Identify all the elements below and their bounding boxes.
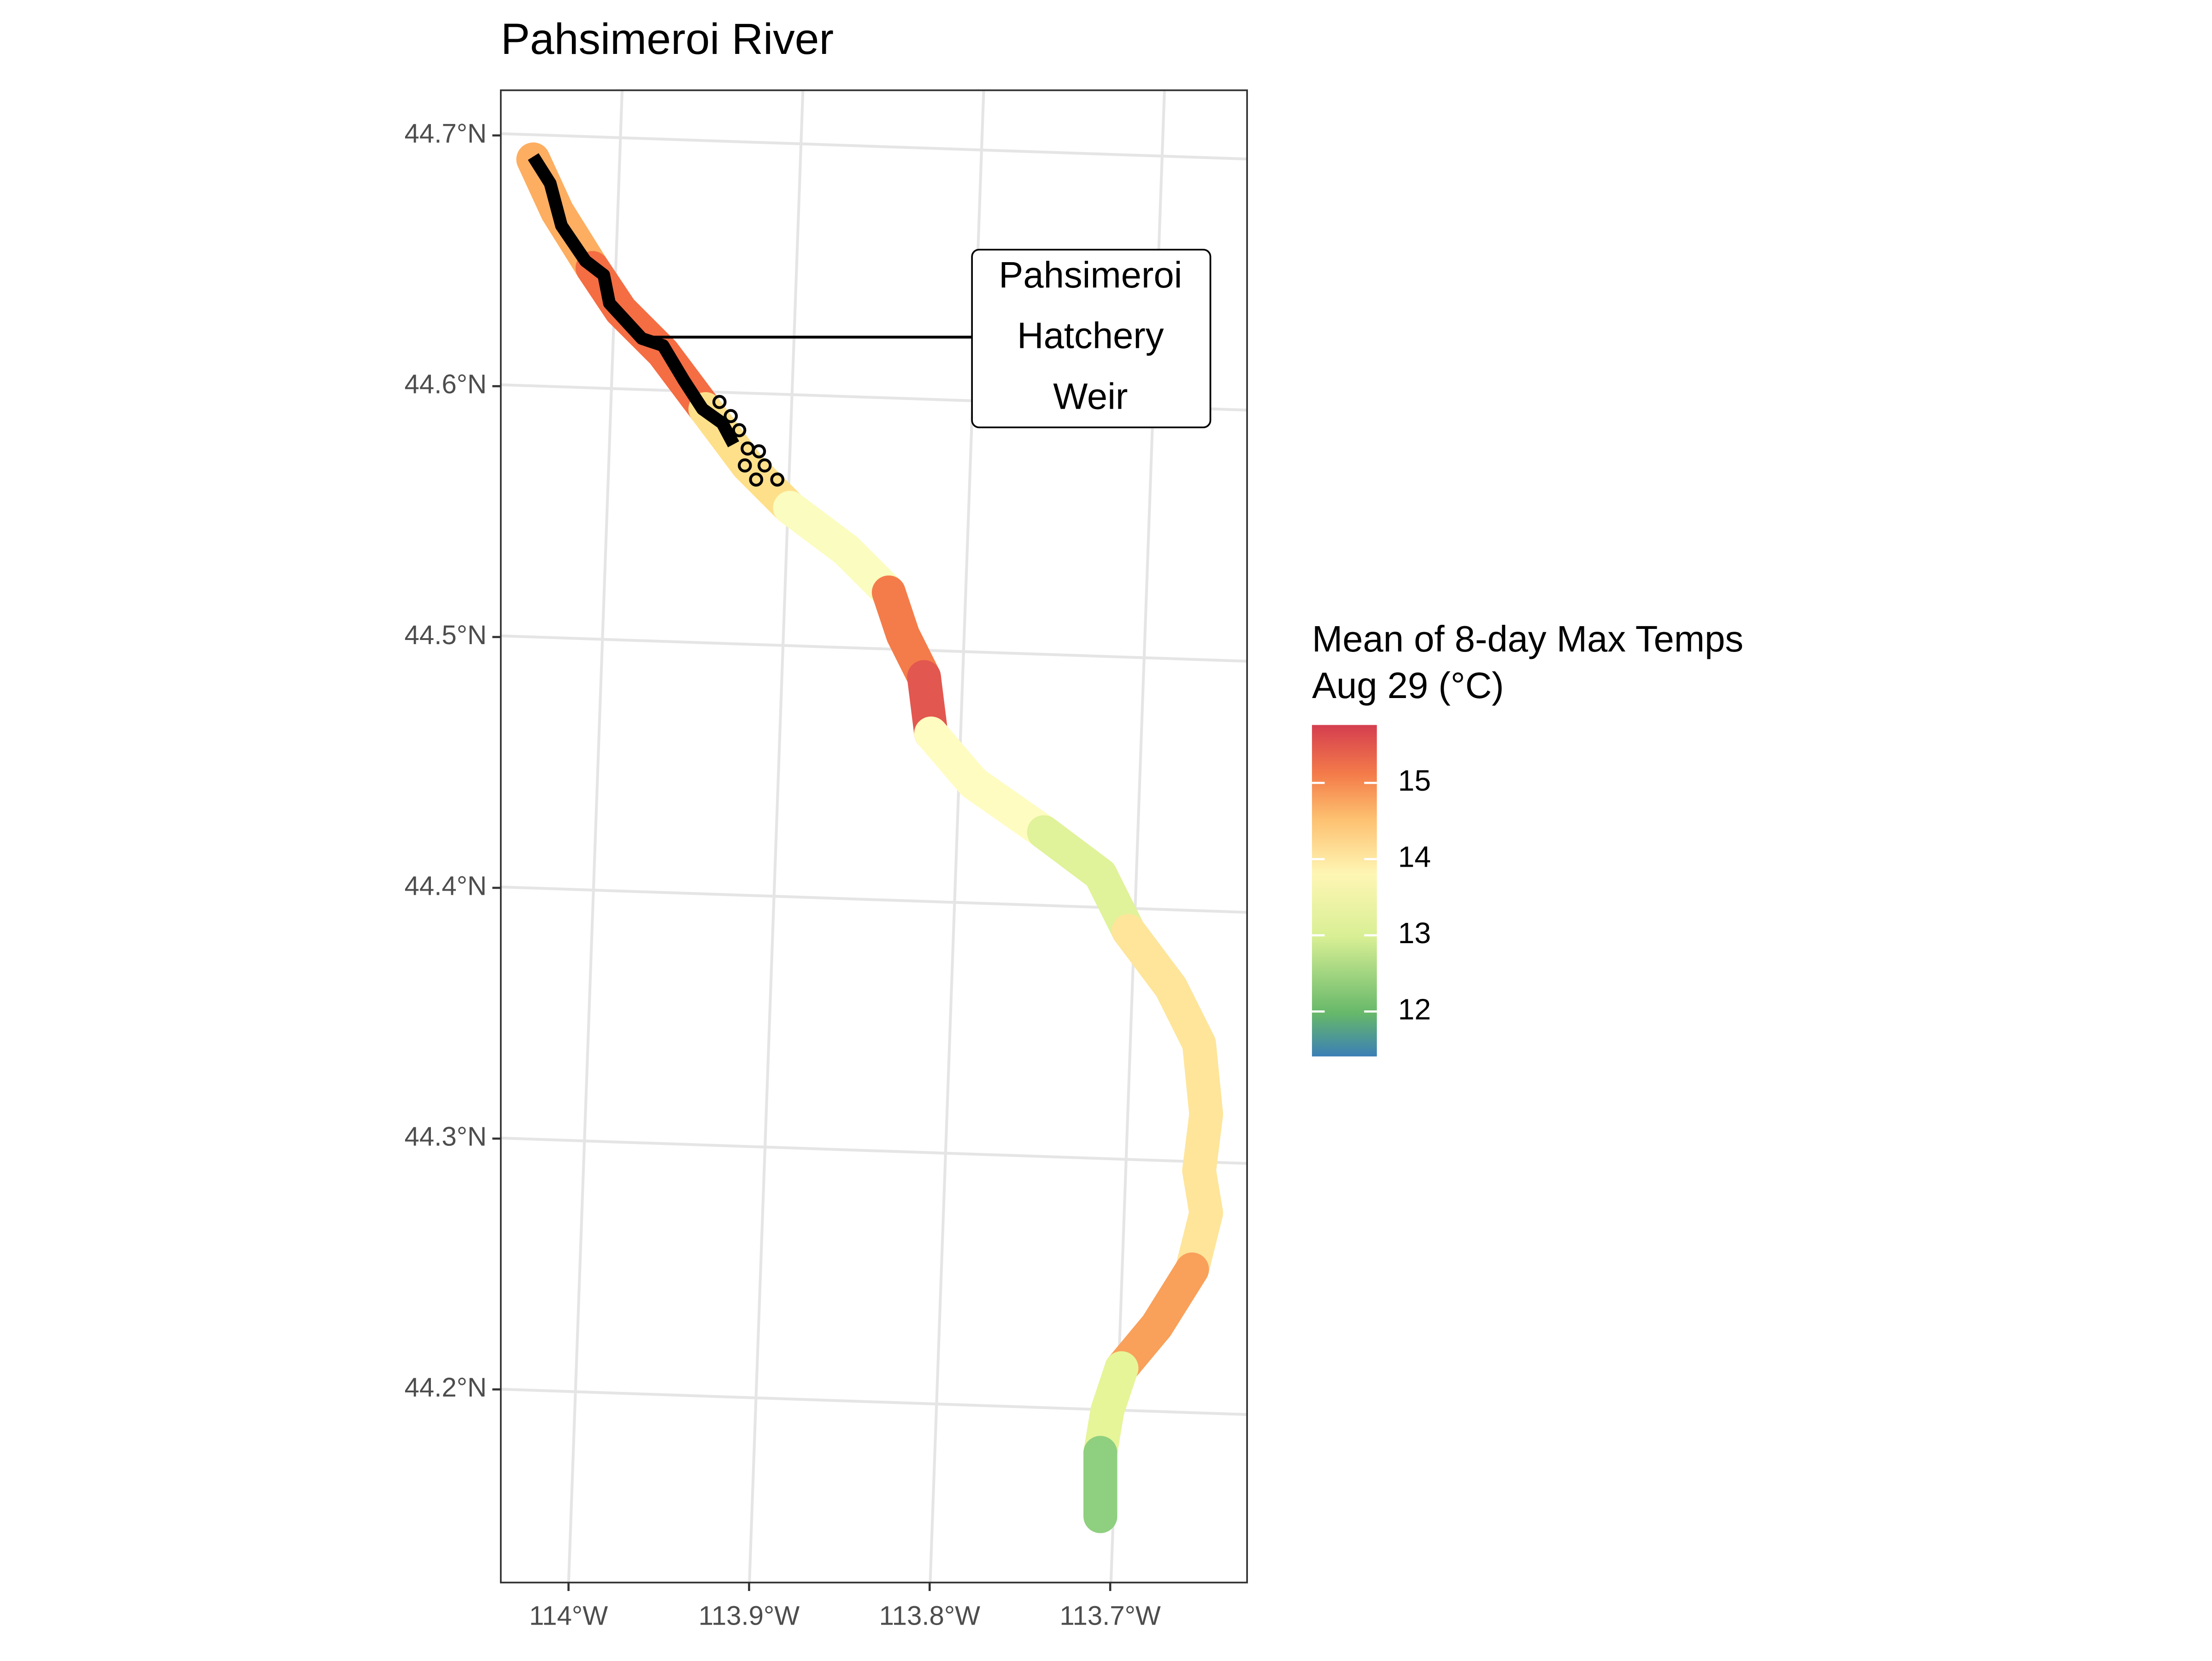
annotation-text: Weir xyxy=(1053,376,1128,417)
grid-line xyxy=(748,90,805,1583)
y-tick-label: 44.7°N xyxy=(405,118,487,148)
grid-line xyxy=(500,1387,1247,1416)
x-tick-label: 113.9°W xyxy=(699,1601,800,1631)
y-tick-label: 44.5°N xyxy=(405,620,487,650)
annotation-box xyxy=(971,249,1212,428)
legend-title: Mean of 8-day Max Temps xyxy=(1312,618,1743,659)
grid-line xyxy=(500,132,1247,161)
panel-border xyxy=(500,89,1248,1584)
y-tick-label: 44.3°N xyxy=(405,1122,487,1152)
colorbar-tick-label: 13 xyxy=(1398,916,1431,950)
colorbar-tick-label: 14 xyxy=(1398,840,1431,874)
grid-line xyxy=(567,90,624,1583)
observations xyxy=(528,153,785,487)
y-tick-label: 44.6°N xyxy=(405,370,487,399)
chart-title: Pahsimeroi River xyxy=(501,15,834,64)
colorbar xyxy=(1312,725,1377,1056)
x-tick-label: 113.8°W xyxy=(879,1601,980,1631)
y-tick-label: 44.2°N xyxy=(405,1373,487,1403)
grid-line xyxy=(929,90,985,1583)
x-tick-label: 114°W xyxy=(529,1601,608,1631)
grid-line xyxy=(500,885,1247,914)
x-tick-label: 113.7°W xyxy=(1059,1601,1160,1631)
grid-line xyxy=(500,1136,1247,1165)
y-tick-label: 44.4°N xyxy=(405,871,487,901)
colorbar-tick-label: 12 xyxy=(1398,992,1431,1026)
legend-title: Aug 29 (°C) xyxy=(1312,665,1504,706)
annotation-text: Hatchery xyxy=(1017,315,1164,356)
grid-line xyxy=(500,383,1247,412)
annotation-text: Pahsimeroi xyxy=(999,254,1182,295)
colorbar-tick-label: 15 xyxy=(1398,764,1431,797)
